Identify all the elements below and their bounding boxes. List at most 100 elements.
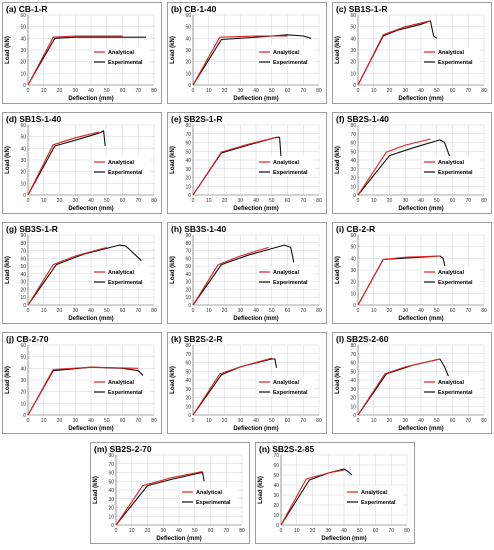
y-tick-label: 40 — [108, 488, 114, 494]
y-tick-label: 60 — [108, 471, 114, 477]
x-tick-label: 70 — [465, 308, 471, 314]
legend-box — [257, 266, 315, 286]
x-axis-label: Deflection (mm) — [233, 426, 278, 432]
series-line-analytical — [192, 35, 288, 86]
x-tick-label: 30 — [237, 198, 243, 204]
legend-label: Experimental — [361, 500, 396, 506]
x-tick-label: 40 — [88, 418, 94, 424]
x-tick-label: 80 — [481, 418, 487, 424]
legend-box — [257, 46, 315, 66]
y-tick-label: 20 — [350, 280, 356, 286]
y-tick-label: 10 — [185, 295, 191, 301]
x-axis-label: Deflection (mm) — [68, 316, 113, 322]
x-tick-label: 40 — [418, 418, 424, 424]
legend-label: Analytical — [438, 160, 464, 166]
y-tick-label: 0 — [353, 193, 356, 199]
x-tick-label: 60 — [120, 418, 126, 424]
y-tick-label: 60 — [273, 463, 279, 469]
x-tick-label: 50 — [104, 88, 110, 94]
y-tick-label: 50 — [20, 355, 26, 361]
x-tick-label: 10 — [41, 308, 47, 314]
x-tick-label: 70 — [465, 418, 471, 424]
chart-title: (k) SB2S-2-R — [171, 334, 222, 344]
x-tick-label: 30 — [402, 88, 408, 94]
legend-label: Analytical — [361, 490, 387, 496]
x-tick-label: 30 — [72, 418, 78, 424]
x-tick-label: 20 — [57, 198, 63, 204]
y-tick-label: 50 — [185, 264, 191, 270]
y-tick-label: 0 — [276, 523, 279, 529]
x-tick-label: 0 — [280, 528, 283, 534]
legend-box — [422, 46, 480, 66]
x-tick-label: 40 — [253, 308, 259, 314]
x-tick-label: 10 — [41, 198, 47, 204]
legend-label: Analytical — [438, 270, 464, 276]
x-tick-label: 50 — [434, 308, 440, 314]
legend-box — [180, 486, 238, 506]
x-axis-label: Deflection (mm) — [68, 96, 113, 102]
x-tick-label: 40 — [253, 88, 259, 94]
x-tick-label: 70 — [135, 198, 141, 204]
y-tick-label: 20 — [185, 396, 191, 402]
series-line-analytical — [27, 246, 107, 306]
y-tick-label: 20 — [350, 60, 356, 66]
y-tick-label: 0 — [353, 83, 356, 89]
x-tick-label: 20 — [387, 308, 393, 314]
chart-panel: (d) SB1S-1-40 0 10 20 30 40 50 60 0 10 20 30 40 50 60 7… — [2, 112, 162, 214]
chart-title: (b) CB-1-40 — [171, 4, 217, 14]
x-tick-label: 30 — [237, 88, 243, 94]
x-tick-label: 30 — [237, 308, 243, 314]
legend-box — [92, 266, 150, 286]
legend-label: Experimental — [108, 60, 143, 66]
chart-title: (m) SB2S-2-70 — [94, 444, 152, 454]
x-tick-label: 50 — [192, 528, 198, 534]
x-tick-label: 20 — [222, 198, 228, 204]
y-tick-label: 20 — [350, 396, 356, 402]
x-tick-label: 70 — [465, 198, 471, 204]
y-tick-label: 0 — [188, 413, 191, 419]
y-tick-label: 80 — [185, 343, 191, 349]
chart-panel: (j) CB-2-70 0 10 20 30 40 50 60 0 10 20 30 40 50 60 70 8… — [2, 332, 162, 434]
x-tick-label: 20 — [57, 88, 63, 94]
x-tick-label: 0 — [27, 418, 30, 424]
legend-label: Experimental — [108, 280, 143, 286]
y-axis-label: Load (kN) — [5, 146, 11, 174]
y-tick-label: 60 — [350, 13, 356, 19]
y-tick-label: 40 — [350, 36, 356, 42]
y-tick-label: 40 — [185, 272, 191, 278]
series-line-experimental — [192, 244, 295, 306]
y-tick-label: 60 — [185, 256, 191, 262]
x-axis-label: Deflection (mm) — [398, 316, 443, 322]
y-tick-label: 50 — [350, 369, 356, 375]
legend-label: Analytical — [108, 50, 134, 56]
chart-panel: (l) SB2S-2-60 0 10 20 30 40 50 60 70 80 0 10 20 30 40 5… — [332, 332, 492, 434]
legend-label: Analytical — [108, 270, 134, 276]
x-tick-label: 20 — [57, 308, 63, 314]
y-tick-label: 50 — [185, 25, 191, 31]
x-tick-label: 40 — [341, 528, 347, 534]
series-line-experimental — [27, 130, 106, 196]
x-tick-label: 50 — [269, 418, 275, 424]
y-tick-label: 70 — [185, 132, 191, 138]
y-axis-label: Load (kN) — [170, 256, 176, 284]
chart-title: (i) CB-2-R — [336, 224, 375, 234]
x-tick-label: 80 — [316, 198, 322, 204]
y-axis-label: Load (kN) — [5, 366, 11, 394]
legend-label: Experimental — [108, 170, 143, 176]
y-tick-label: 0 — [353, 303, 356, 309]
x-tick-label: 0 — [192, 308, 195, 314]
x-tick-label: 0 — [357, 418, 360, 424]
y-tick-label: 10 — [20, 295, 26, 301]
legend-label: Analytical — [273, 160, 299, 166]
x-tick-label: 80 — [316, 308, 322, 314]
x-tick-label: 10 — [371, 198, 377, 204]
x-tick-label: 60 — [285, 418, 291, 424]
chart-title: (l) SB2S-2-60 — [336, 334, 389, 344]
chart-title: (g) SB3S-1-R — [6, 224, 58, 234]
y-tick-label: 0 — [353, 413, 356, 419]
x-tick-label: 40 — [418, 88, 424, 94]
x-tick-label: 50 — [357, 528, 363, 534]
x-tick-label: 20 — [310, 528, 316, 534]
legend-box — [257, 376, 315, 396]
